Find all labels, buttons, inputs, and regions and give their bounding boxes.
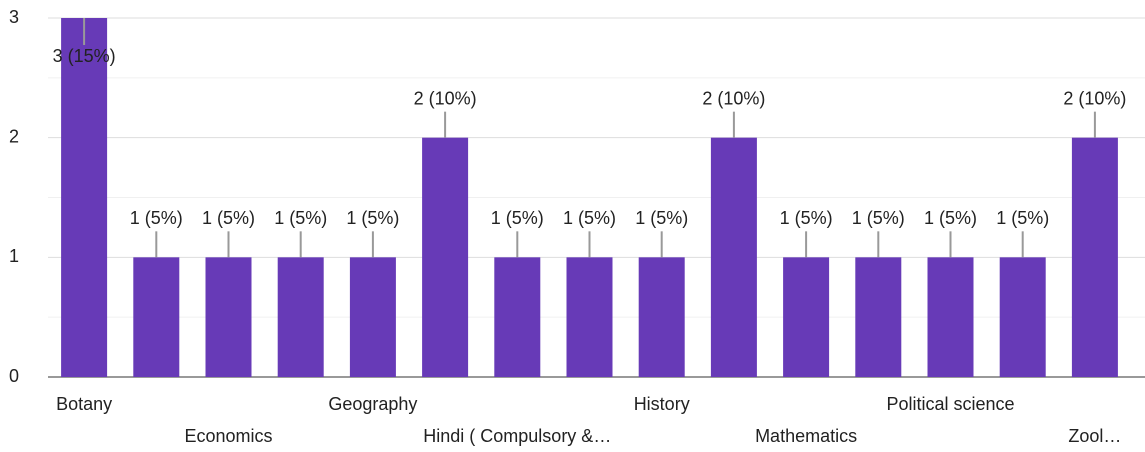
bar xyxy=(61,18,108,377)
bar xyxy=(855,257,902,377)
bar xyxy=(638,257,685,377)
x-tick-label: History xyxy=(634,394,690,414)
x-tick-label: Botany xyxy=(56,394,112,414)
y-tick-label: 0 xyxy=(9,366,19,386)
y-tick-label: 1 xyxy=(9,246,19,266)
value-label: 1 (5%) xyxy=(130,208,183,228)
bar xyxy=(349,257,396,377)
x-tick-label: Hindi ( Compulsory &… xyxy=(423,426,611,446)
bar xyxy=(566,257,613,377)
x-tick-label: Zool… xyxy=(1068,426,1121,446)
value-label: 3 (15%) xyxy=(53,46,116,66)
bar xyxy=(927,257,974,377)
value-label: 1 (5%) xyxy=(780,208,833,228)
value-label: 2 (10%) xyxy=(1063,88,1126,108)
bar xyxy=(205,257,252,377)
value-label: 1 (5%) xyxy=(852,208,905,228)
value-label: 1 (5%) xyxy=(346,208,399,228)
bar xyxy=(999,257,1046,377)
value-label: 2 (10%) xyxy=(414,88,477,108)
value-label: 1 (5%) xyxy=(491,208,544,228)
y-tick-label: 3 xyxy=(9,7,19,27)
y-tick-label: 2 xyxy=(9,126,19,146)
bar xyxy=(422,137,469,377)
x-tick-label: Economics xyxy=(184,426,272,446)
x-tick-label: Political science xyxy=(886,394,1014,414)
value-label: 1 (5%) xyxy=(924,208,977,228)
value-label: 1 (5%) xyxy=(563,208,616,228)
value-label: 1 (5%) xyxy=(996,208,1049,228)
x-tick-label: Geography xyxy=(328,394,417,414)
bar xyxy=(277,257,324,377)
value-label: 1 (5%) xyxy=(635,208,688,228)
value-label: 1 (5%) xyxy=(202,208,255,228)
bar xyxy=(133,257,180,377)
x-tick-label: Mathematics xyxy=(755,426,857,446)
bar xyxy=(783,257,830,377)
bar xyxy=(494,257,541,377)
value-label: 2 (10%) xyxy=(702,88,765,108)
value-label: 1 (5%) xyxy=(274,208,327,228)
bar xyxy=(710,137,757,377)
bar xyxy=(1071,137,1118,377)
